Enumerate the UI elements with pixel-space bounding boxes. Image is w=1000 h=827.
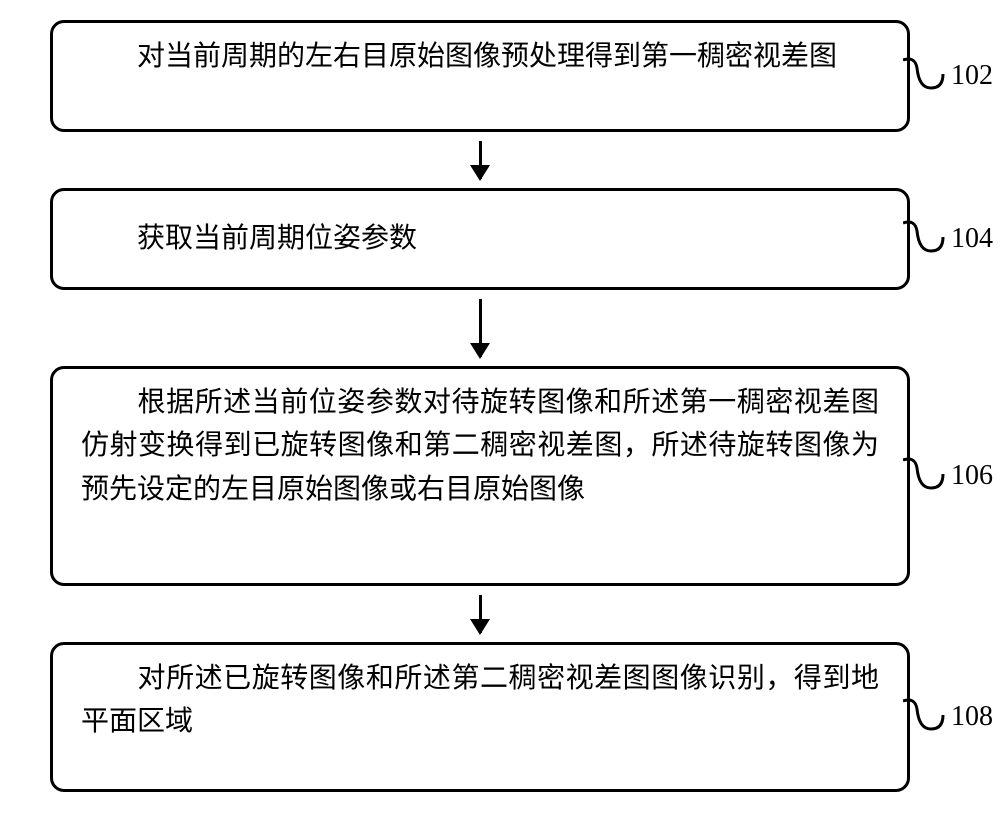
flowchart-arrow	[50, 586, 910, 642]
flowchart-arrow	[50, 290, 910, 366]
connector-squiggle	[903, 446, 953, 506]
step-text: 根据所述当前位姿参数对待旋转图像和所述第一稠密视差图仿射变换得到已旋转图像和第二…	[81, 381, 879, 511]
step-number-label: 108	[951, 701, 993, 733]
flowchart-step-108: 对所述已旋转图像和所述第二稠密视差图图像识别，得到地平面区域 108	[50, 642, 910, 792]
flowchart-step-104: 获取当前周期位姿参数 104	[50, 188, 910, 290]
connector-squiggle	[903, 209, 953, 269]
flowchart-container: 对当前周期的左右目原始图像预处理得到第一稠密视差图 102 获取当前周期位姿参数…	[50, 20, 910, 792]
connector-squiggle	[903, 46, 953, 106]
step-number-label: 106	[951, 460, 993, 492]
step-text: 对当前周期的左右目原始图像预处理得到第一稠密视差图	[81, 35, 879, 78]
step-text: 对所述已旋转图像和所述第二稠密视差图图像识别，得到地平面区域	[81, 657, 879, 744]
step-number-label: 102	[951, 60, 993, 92]
flowchart-step-102: 对当前周期的左右目原始图像预处理得到第一稠密视差图 102	[50, 20, 910, 132]
flowchart-arrow	[50, 132, 910, 188]
connector-squiggle	[903, 687, 953, 747]
step-text: 获取当前周期位姿参数	[81, 217, 417, 260]
flowchart-step-106: 根据所述当前位姿参数对待旋转图像和所述第一稠密视差图仿射变换得到已旋转图像和第二…	[50, 366, 910, 586]
step-number-label: 104	[951, 223, 993, 255]
